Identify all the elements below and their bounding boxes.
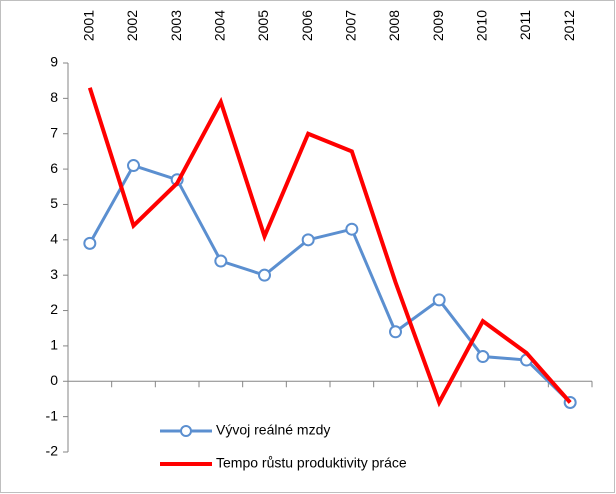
x-tick-label: 2002: [124, 10, 140, 41]
y-tick-label: 2: [50, 301, 58, 317]
data-point: [345, 222, 359, 236]
x-tick-label: 2003: [168, 10, 184, 41]
legend-label: Vývoj reálné mzdy: [216, 422, 330, 438]
y-tick-label: 9: [50, 54, 58, 70]
y-tick-label: -1: [46, 407, 59, 423]
data-point: [476, 350, 490, 364]
data-point: [83, 236, 97, 250]
y-tick-label: 8: [50, 89, 58, 105]
data-point: [127, 159, 140, 173]
y-tick-label: 3: [50, 266, 58, 282]
x-tick-label: 2010: [474, 10, 490, 41]
y-tick-label: 0: [50, 372, 58, 388]
data-point: [214, 254, 228, 268]
x-tick-label: 2008: [386, 10, 402, 41]
legend-label: Tempo růstu produktivity práce: [216, 455, 407, 471]
data-point: [301, 233, 315, 247]
x-tick-label: 2009: [430, 10, 446, 41]
x-tick-label: 2007: [343, 10, 359, 41]
data-point: [258, 268, 271, 282]
y-tick-label: -2: [46, 443, 59, 459]
x-tick-label: 2012: [561, 10, 577, 41]
y-tick-label: 1: [50, 337, 58, 353]
x-tick-label: 2011: [517, 10, 533, 40]
y-tick-label: 6: [50, 160, 58, 176]
y-tick-label: 4: [50, 231, 58, 247]
series-line: [87, 87, 572, 408]
x-tick-label: 2005: [255, 10, 271, 41]
x-tick-label: 2004: [212, 10, 228, 41]
y-tick-label: 5: [50, 195, 58, 211]
x-tick-label: 2001: [81, 10, 97, 41]
y-tick-label: 7: [50, 124, 58, 140]
data-point: [432, 293, 446, 307]
data-point: [389, 325, 402, 339]
series-line: [88, 163, 572, 404]
x-tick-label: 2006: [299, 10, 315, 41]
legend-marker: [180, 425, 192, 437]
